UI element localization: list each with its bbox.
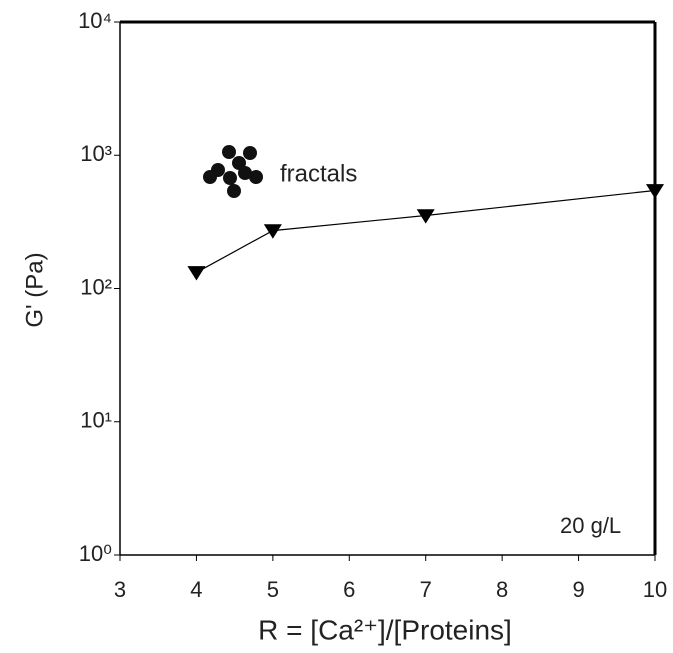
y-tick-label: 10¹ [80,408,112,433]
x-tick-label: 9 [572,577,584,602]
annotation: 20 g/L [560,513,621,538]
data-point [263,224,282,239]
y-axis-title: G' (Pa) [21,252,48,327]
x-tick-label: 5 [267,577,279,602]
x-tick-label: 3 [114,577,126,602]
x-tick-label: 8 [496,577,508,602]
x-tick-label: 6 [343,577,355,602]
y-tick-label: 10³ [80,141,112,166]
x-axis-title: R = [Ca²⁺]/[Proteins] [258,614,512,645]
x-tick-label: 7 [420,577,432,602]
data-point [416,209,435,224]
y-tick-label: 10² [80,274,112,299]
y-tick-label: 10⁴ [78,8,112,33]
fractal-icon [203,145,263,198]
data-point [646,184,664,199]
y-tick-label: 10⁰ [79,541,112,566]
x-tick-label: 4 [190,577,202,602]
annotation: fractals [280,160,357,187]
data-point [187,266,206,281]
x-tick-label: 10 [643,577,667,602]
data-line [196,189,656,273]
